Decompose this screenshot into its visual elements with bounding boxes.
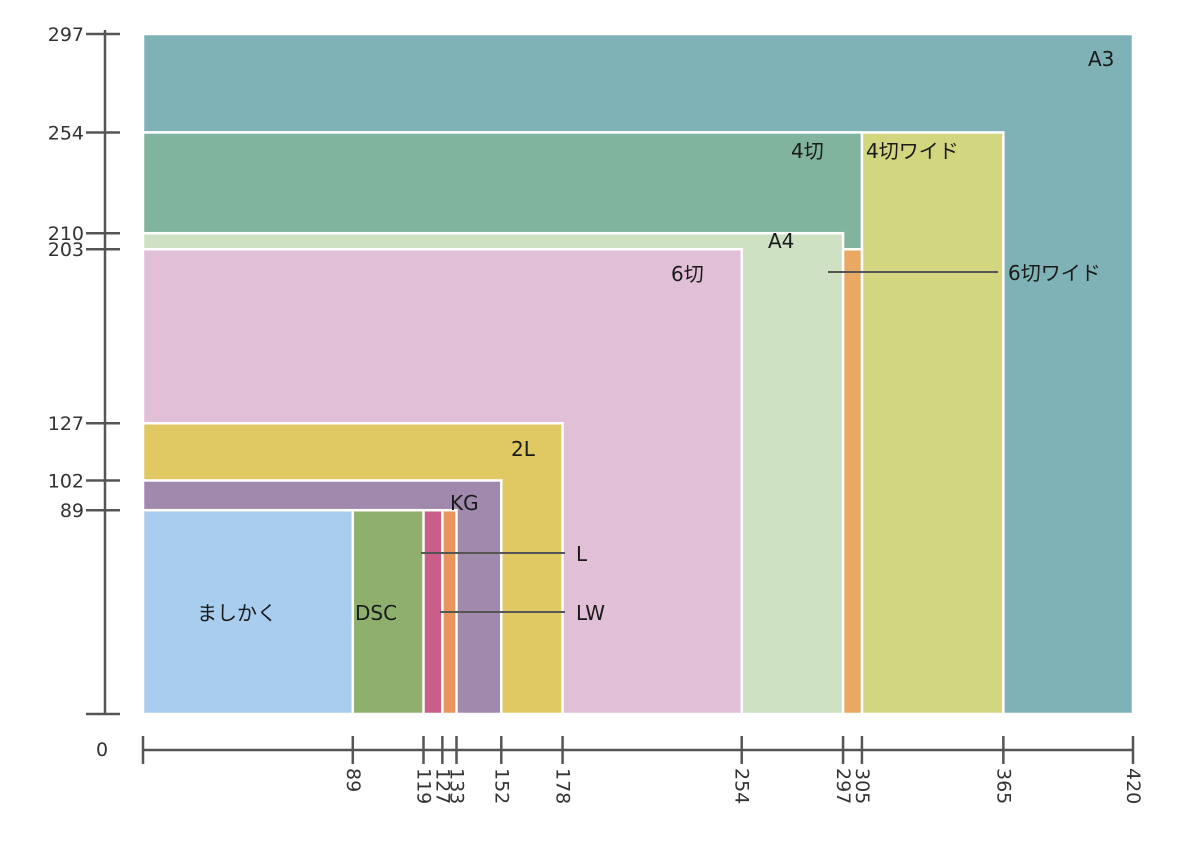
x-tick-label-254: 254 (731, 768, 753, 804)
label-6giri-wide: 6切ワイド (1008, 261, 1101, 285)
label-a3: A3 (1088, 47, 1114, 71)
label-kg: KG (450, 491, 479, 515)
x-tick-label-305: 305 (851, 768, 873, 804)
x-tick-label-365: 365 (992, 768, 1014, 804)
y-tick-label-102: 102 (48, 470, 84, 492)
y-tick-label-203: 203 (48, 239, 84, 261)
x-tick-label-297: 297 (832, 768, 854, 804)
y-tick-label-210: 210 (48, 223, 84, 245)
label-dsc: DSC (355, 601, 397, 625)
paper-mashikaku-rect (141, 508, 355, 716)
y-tick-label-254: 254 (48, 122, 84, 144)
label-a4: A4 (768, 229, 794, 253)
origin-label: 0 (96, 739, 108, 761)
label-2l: 2L (511, 437, 536, 461)
x-tick-label-127: 127 (431, 768, 453, 804)
label-4giri: 4切 (791, 139, 824, 163)
paper-labels: A3 4切ワイド 4切 6切ワイド A4 6切 2L KG LW L DSC ま… (197, 47, 1114, 625)
x-tick-label-89: 89 (342, 768, 364, 792)
y-tick-label-297: 297 (48, 24, 84, 46)
x-tick-label-119: 119 (413, 768, 435, 804)
x-tick-label-133: 133 (446, 768, 468, 804)
label-mashikaku: ましかく (197, 601, 277, 625)
x-tick-label-178: 178 (552, 768, 574, 804)
y-tick-label-127: 127 (48, 413, 84, 435)
x-tick-label-420: 420 (1122, 768, 1144, 804)
y-tick-label-89: 89 (60, 500, 84, 522)
label-4giri-wide: 4切ワイド (866, 139, 959, 163)
label-6giri: 6切 (671, 262, 704, 286)
x-tick-label-152: 152 (490, 768, 512, 804)
label-l: L (576, 542, 588, 566)
label-lw: LW (576, 601, 605, 625)
paper-rects (141, 32, 1135, 716)
